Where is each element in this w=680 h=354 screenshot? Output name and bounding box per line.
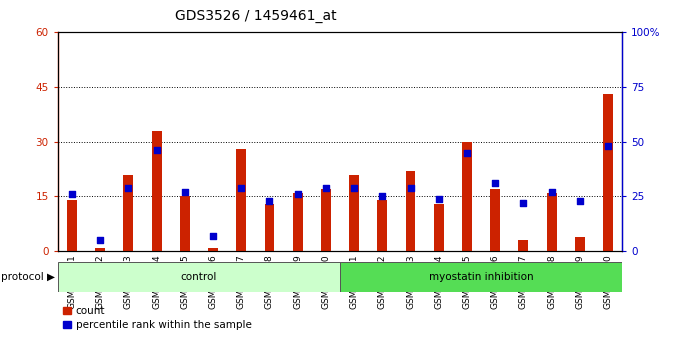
Point <box>151 148 162 153</box>
Bar <box>67 200 77 251</box>
Point <box>320 185 331 190</box>
Point <box>433 196 444 201</box>
Point <box>207 233 218 239</box>
Bar <box>340 262 622 292</box>
Bar <box>292 193 303 251</box>
Point <box>123 185 134 190</box>
Bar <box>180 196 190 251</box>
Bar <box>58 251 622 354</box>
Bar <box>603 94 613 251</box>
Point <box>546 189 557 195</box>
Point <box>602 143 613 149</box>
Bar <box>518 240 528 251</box>
Point <box>236 185 247 190</box>
Point <box>462 150 473 155</box>
Point <box>67 192 78 197</box>
Bar <box>377 200 388 251</box>
Bar <box>434 204 444 251</box>
Point <box>518 200 529 206</box>
Bar <box>265 204 275 251</box>
Point <box>377 194 388 199</box>
Text: GDS3526 / 1459461_at: GDS3526 / 1459461_at <box>175 9 336 23</box>
Legend: count, percentile rank within the sample: count, percentile rank within the sample <box>63 306 252 330</box>
Text: protocol ▶: protocol ▶ <box>1 272 54 282</box>
Bar <box>575 237 585 251</box>
Bar <box>349 175 359 251</box>
Bar <box>123 175 133 251</box>
Point <box>180 189 190 195</box>
Bar <box>405 171 415 251</box>
Text: control: control <box>181 272 217 282</box>
Bar <box>236 149 246 251</box>
Point <box>405 185 416 190</box>
Bar <box>490 189 500 251</box>
Point <box>95 238 105 243</box>
Point <box>292 192 303 197</box>
Bar <box>462 142 472 251</box>
Bar <box>547 193 557 251</box>
Bar <box>58 262 340 292</box>
Bar <box>321 189 331 251</box>
Point <box>264 198 275 204</box>
Point <box>490 181 500 186</box>
Bar <box>208 248 218 251</box>
Bar <box>152 131 162 251</box>
Point <box>349 185 360 190</box>
Bar <box>95 248 105 251</box>
Text: myostatin inhibition: myostatin inhibition <box>429 272 533 282</box>
Point <box>575 198 585 204</box>
